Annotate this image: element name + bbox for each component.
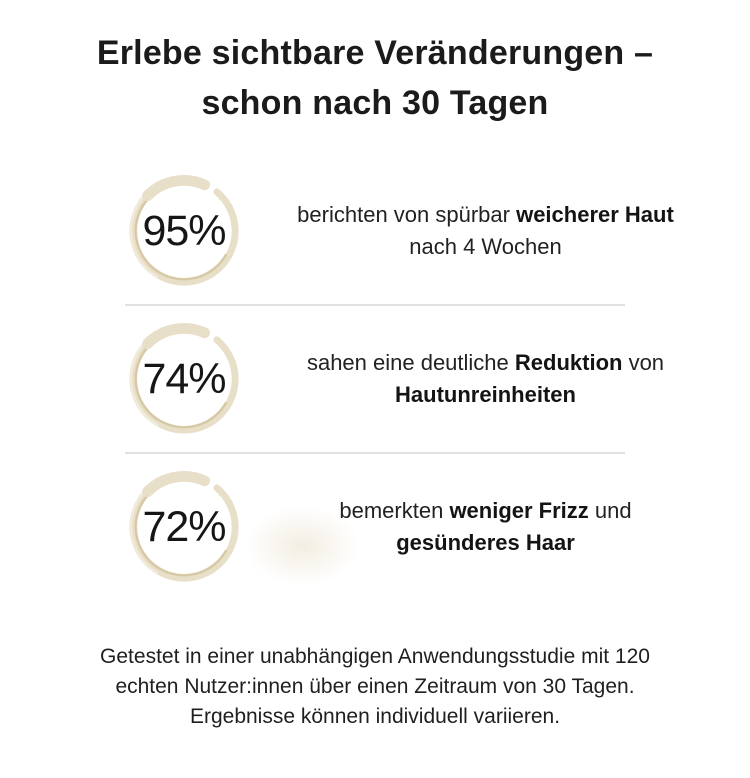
stat-row: 74% sahen eine deutliche Reduktion von H… (0, 306, 750, 452)
stat-description: bemerkten weniger Frizz und gesünderes H… (251, 495, 720, 559)
stat-row: 72% bemerkten weniger Frizz und gesünder… (0, 454, 750, 600)
stat-row: 95% berichten von spürbar weicherer Haut… (0, 158, 750, 304)
stat-plain-text: und (594, 498, 632, 523)
stat-emphasis: gesünderes Haar (396, 530, 575, 555)
stat-description: berichten von spürbar weicherer Haut nac… (251, 199, 720, 263)
stat-emphasis: weicherer Haut (516, 202, 674, 227)
stat-plain-text: nach 4 Wochen (409, 234, 562, 259)
divider (125, 304, 625, 306)
brush-ring-icon (129, 175, 239, 286)
stat-value: 95% (142, 206, 226, 255)
stat-plain-text: bemerkten (339, 498, 450, 523)
stat-plain-text: berichten von spürbar (297, 202, 517, 227)
results-section: Erlebe sichtbare Veränderungen – schon n… (0, 28, 750, 778)
stat-circle: 74% (125, 320, 243, 438)
stat-value: 72% (142, 502, 226, 551)
stat-value: 74% (142, 354, 226, 403)
stats-list: 95% berichten von spürbar weicherer Haut… (0, 158, 750, 600)
study-disclaimer: Getestet in einer unabhängigen Anwendung… (100, 645, 650, 728)
stat-plain-text: sahen eine deutliche (306, 350, 515, 375)
brush-ring-icon (129, 471, 239, 582)
stat-emphasis: weniger Frizz (449, 498, 589, 523)
brush-ring-icon (129, 323, 239, 434)
page-title: Erlebe sichtbare Veränderungen – schon n… (96, 34, 654, 122)
stat-circle: 95% (125, 172, 243, 290)
stat-emphasis: Hautunreinheiten (395, 382, 576, 407)
stat-plain-text: von (628, 350, 665, 375)
stat-circle: 72% (125, 468, 243, 586)
stat-description: sahen eine deutliche Reduktion von Hautu… (251, 347, 720, 411)
stat-emphasis: Reduktion (514, 350, 623, 375)
divider (125, 452, 625, 454)
